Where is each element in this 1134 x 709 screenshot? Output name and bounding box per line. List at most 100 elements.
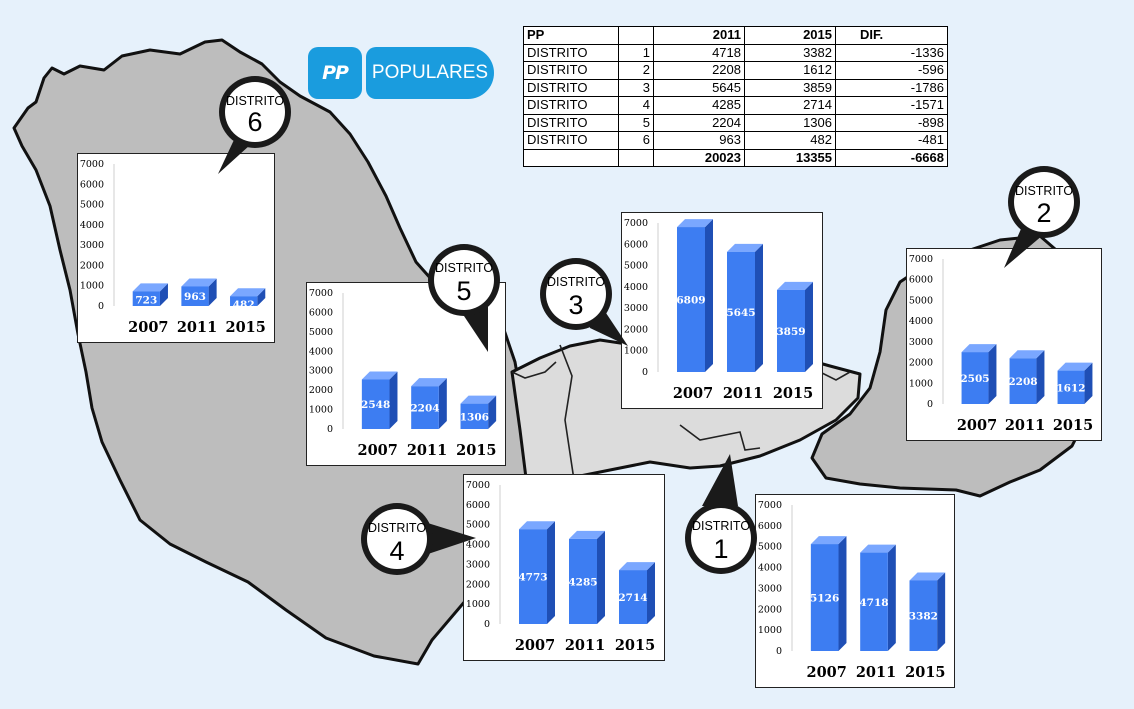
bar-front: [519, 529, 547, 624]
bar-top: [619, 562, 655, 571]
bar-front: [569, 538, 597, 624]
summary-row-dif: -1786: [835, 78, 948, 97]
bar-top: [569, 530, 605, 539]
y-tick-label: 7000: [624, 218, 648, 229]
summary-row-2015: 482: [744, 131, 836, 150]
y-tick-label: 7000: [466, 480, 490, 491]
chart-district-4: 0 1000 2000 3000 4000 5000 6000 7000 4773 2007 428…: [463, 474, 665, 661]
summary-row-2015: 3382: [744, 43, 836, 62]
y-tick-label: 2000: [466, 579, 490, 590]
bar-side: [705, 219, 713, 372]
y-tick-label: 1000: [80, 281, 104, 292]
y-tick-label: 0: [927, 399, 933, 410]
bar-top: [727, 243, 763, 252]
bar-side: [159, 283, 168, 306]
y-tick-label: 4000: [309, 346, 333, 357]
summary-row-dif: -898: [835, 113, 948, 132]
summary-row: DISTRITO 2 2208 1612 -596: [523, 61, 948, 80]
bar-side: [208, 278, 217, 306]
bar-top: [677, 219, 713, 228]
bar-value-label: 1306: [460, 411, 489, 423]
y-tick-label: 0: [642, 367, 648, 378]
bar: [411, 378, 447, 429]
y-tick-label: 1000: [466, 599, 490, 610]
bar-top: [1009, 350, 1045, 359]
pin-district-2: DISTRITO 2: [1004, 166, 1080, 268]
y-tick-label: 3000: [624, 303, 648, 314]
y-tick-label: 7000: [758, 500, 782, 511]
bar-value-label: 963: [184, 291, 206, 303]
bar: [181, 278, 217, 306]
summary-row-2015: 3859: [744, 78, 836, 97]
bar-top: [460, 395, 497, 404]
y-tick-label: 0: [98, 301, 104, 312]
pin-district-6: DISTRITO 6: [218, 76, 291, 174]
y-tick-label: 3000: [758, 583, 782, 594]
district-border-1: [559, 344, 575, 481]
summary-row-label: DISTRITO: [523, 96, 619, 115]
chart-district-1: 0 1000 2000 3000 4000 5000 6000 7000 5126 2007 471…: [755, 494, 955, 688]
bar: [619, 562, 655, 624]
y-tick-label: 0: [327, 424, 333, 435]
bar-value-label: 2208: [1008, 376, 1037, 388]
x-category-label: 2015: [773, 385, 813, 402]
y-tick-label: 7000: [909, 254, 933, 265]
summary-total-blank-2: [618, 148, 654, 167]
summary-header-2011: 2011: [653, 26, 745, 45]
x-category-label: 2007: [673, 385, 713, 402]
pin-district-6-label: DISTRITO: [226, 94, 284, 108]
bar-front: [181, 286, 209, 306]
summary-row-dif: -481: [835, 131, 948, 150]
summary-header-party: PP: [523, 26, 619, 45]
chart-district-3: 0 1000 2000 3000 4000 5000 6000 7000 6809 2007 564…: [621, 212, 823, 409]
summary-header-row: PP 2011 2015 DIF.: [523, 26, 948, 45]
summary-header-dif: DIF.: [835, 26, 948, 45]
y-tick-label: 0: [484, 619, 490, 630]
y-tick-label: 2000: [80, 260, 104, 271]
bar: [1009, 350, 1045, 404]
x-category-label: 2007: [128, 319, 168, 336]
summary-row-dif: -1336: [835, 43, 948, 62]
summary-row-2015: 1306: [744, 113, 836, 132]
pp-logo: PP POPULARES: [308, 47, 494, 99]
y-tick-label: 2000: [624, 324, 648, 335]
bar-value-label: 723: [135, 294, 157, 306]
summary-row-num: 2: [618, 61, 654, 80]
district-border-2: [679, 424, 761, 451]
bar: [361, 371, 398, 429]
pin-district-1-label: DISTRITO: [692, 519, 750, 533]
y-tick-label: 6000: [466, 500, 490, 511]
x-category-label: 2011: [856, 664, 896, 681]
pin-district-2-num: 2: [1036, 198, 1051, 228]
x-category-label: 2011: [723, 385, 763, 402]
pin-district-1-num: 1: [713, 534, 728, 564]
y-tick-label: 5000: [80, 200, 104, 211]
bar-chart-svg: 0 1000 2000 3000 4000 5000 6000 7000 2548 2007 220…: [309, 288, 497, 459]
summary-row-num: 5: [618, 113, 654, 132]
summary-header-blank: [618, 26, 654, 45]
bar-side: [488, 395, 497, 429]
summary-total-2011: 20023: [653, 148, 745, 167]
y-tick-label: 4000: [624, 282, 648, 293]
pp-logo-mark: PP: [308, 47, 362, 99]
summary-row-label: DISTRITO: [523, 78, 619, 97]
summary-row-2011: 2208: [653, 61, 745, 80]
bar-value-label: 3382: [909, 611, 938, 623]
bar-value-label: 2714: [618, 592, 647, 604]
bar-front: [230, 296, 258, 306]
bar-value-label: 2505: [960, 373, 989, 385]
district-border-3: [511, 361, 557, 379]
bar-side: [647, 562, 655, 624]
summary-row: DISTRITO 4 4285 2714 -1571: [523, 96, 948, 115]
bar-front: [619, 570, 647, 624]
y-tick-label: 6000: [758, 521, 782, 532]
bar-value-label: 1612: [1056, 382, 1085, 394]
pp-logo-mark-text: PP: [322, 62, 349, 84]
y-tick-label: 6000: [80, 179, 104, 190]
x-category-label: 2011: [177, 319, 217, 336]
bar-front: [460, 403, 489, 429]
summary-row-2011: 5645: [653, 78, 745, 97]
y-tick-label: 5000: [309, 327, 333, 338]
x-category-label: 2007: [515, 637, 555, 654]
summary-row-num: 4: [618, 96, 654, 115]
